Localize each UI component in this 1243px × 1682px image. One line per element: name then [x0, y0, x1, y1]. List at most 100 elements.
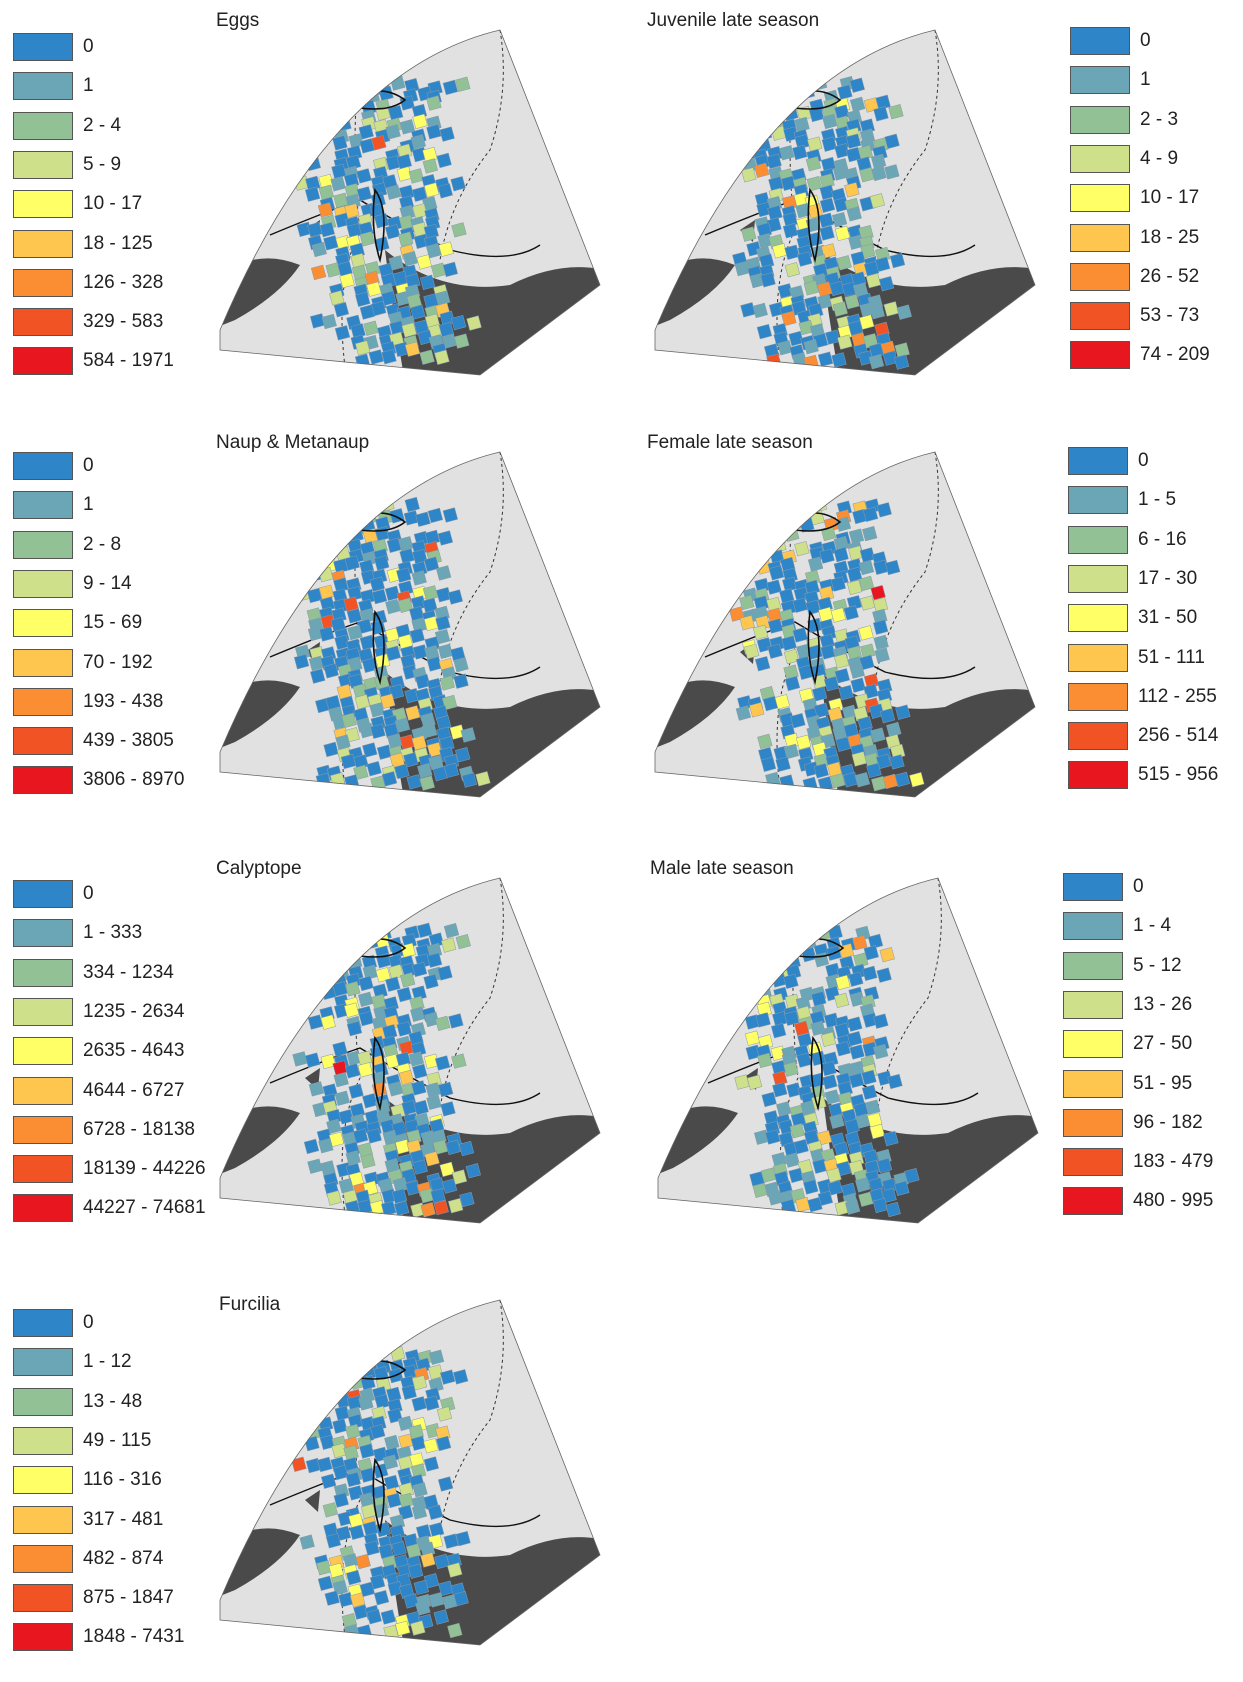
grid-cell	[327, 924, 343, 941]
grid-cell	[344, 555, 360, 571]
grid-cell	[335, 103, 352, 120]
legend-swatch	[1063, 951, 1123, 980]
legend-swatch	[1068, 486, 1128, 515]
map	[219, 1299, 601, 1646]
grid-cell	[813, 763, 829, 779]
legend-swatch	[1068, 682, 1128, 711]
grid-cell	[317, 1575, 334, 1591]
grid-cell	[466, 315, 482, 331]
legend-label: 31 - 50	[1138, 607, 1198, 629]
grid-cell	[817, 351, 834, 367]
grid-cell	[348, 1083, 364, 1099]
grid-cell	[344, 203, 360, 219]
grid-cell	[415, 511, 431, 527]
grid-cell	[847, 1031, 863, 1047]
grid-cell	[438, 241, 454, 257]
grid-cell	[727, 136, 744, 152]
grid-cell	[475, 771, 491, 787]
grid-cell	[408, 1051, 425, 1067]
grid-cell	[436, 1406, 453, 1422]
grid-cell	[876, 502, 892, 518]
grid-cell	[451, 222, 467, 238]
grid-cell	[323, 508, 339, 525]
legend-label: 116 - 316	[83, 1469, 162, 1491]
grid-cell	[317, 1456, 333, 1473]
grid-cell	[352, 1349, 368, 1365]
grid-cell	[412, 1482, 428, 1498]
grid-cell	[332, 135, 348, 151]
grid-cell	[420, 1202, 436, 1218]
grid-cell	[767, 643, 783, 659]
grid-cell	[760, 756, 777, 772]
grid-cell	[746, 1074, 763, 1090]
grid-cell	[849, 77, 865, 93]
grid-cell	[848, 971, 864, 987]
grid-cell	[293, 566, 309, 582]
island-outline	[372, 187, 385, 264]
legend-swatch	[1063, 873, 1123, 901]
grid-cell	[837, 334, 853, 350]
grid-cell	[775, 926, 792, 942]
grid-cell	[355, 1553, 371, 1570]
grid-cell	[311, 934, 327, 951]
grid-cell	[830, 607, 847, 623]
legend-label: 439 - 3805	[83, 730, 174, 752]
grid-cell	[748, 963, 765, 979]
map-frame	[219, 1299, 601, 1646]
grid-cell	[397, 597, 414, 613]
grid-cell	[366, 1128, 382, 1144]
grid-cell	[304, 1052, 321, 1068]
grid-cell	[789, 1123, 805, 1139]
map	[219, 29, 601, 376]
legend-swatch	[1063, 990, 1123, 1019]
legend-swatch	[13, 347, 73, 376]
grid-cell	[336, 519, 352, 536]
grid-cell	[869, 703, 885, 719]
grid-cell	[306, 587, 323, 604]
legend-label: 51 - 111	[1138, 646, 1205, 668]
grid-cell	[794, 1020, 810, 1037]
island-outline	[807, 187, 820, 264]
grid-cell	[337, 97, 353, 113]
grid-cell	[862, 525, 878, 542]
legend-swatch	[1070, 223, 1130, 252]
grid-cell	[318, 1138, 334, 1154]
legend-swatch	[1068, 604, 1128, 633]
legend-label: 193 - 438	[83, 690, 164, 712]
legend-swatch	[1070, 105, 1130, 134]
grid-cell	[415, 673, 431, 690]
grid-cell	[333, 1376, 350, 1392]
grid-cell	[442, 79, 459, 96]
legend-label: 6 - 16	[1138, 528, 1187, 550]
grid-cell	[332, 1041, 348, 1057]
legend-swatch	[13, 1623, 73, 1652]
grid-cell	[323, 947, 340, 964]
legend-swatch	[13, 880, 73, 908]
grid-cell	[783, 1061, 799, 1077]
grid-cell	[371, 588, 388, 605]
panel-title: Female late season	[647, 432, 813, 453]
shelf-boundary	[439, 878, 504, 1109]
grid-cell	[752, 302, 768, 319]
map	[654, 451, 1036, 798]
grid-cell	[398, 231, 414, 247]
grid-cell	[781, 635, 797, 651]
grid-cell	[796, 1052, 812, 1068]
grid-cell	[369, 576, 385, 592]
grid-cell	[896, 304, 912, 320]
grid-cell	[417, 763, 433, 779]
grid-cell	[323, 936, 339, 952]
grid-cell	[381, 290, 397, 306]
grid-cell	[385, 598, 401, 615]
legend-swatch	[13, 997, 73, 1026]
grid-cell	[876, 967, 892, 983]
legend-swatch	[13, 648, 73, 677]
grid-cell	[765, 1129, 781, 1145]
grid-cell	[748, 944, 764, 961]
legend-swatch	[13, 1115, 73, 1144]
legend-swatch	[13, 111, 73, 140]
grid-cell	[307, 1385, 323, 1401]
grid-cell	[412, 113, 428, 130]
grid-cell	[894, 771, 910, 788]
grid-cell	[423, 973, 439, 990]
